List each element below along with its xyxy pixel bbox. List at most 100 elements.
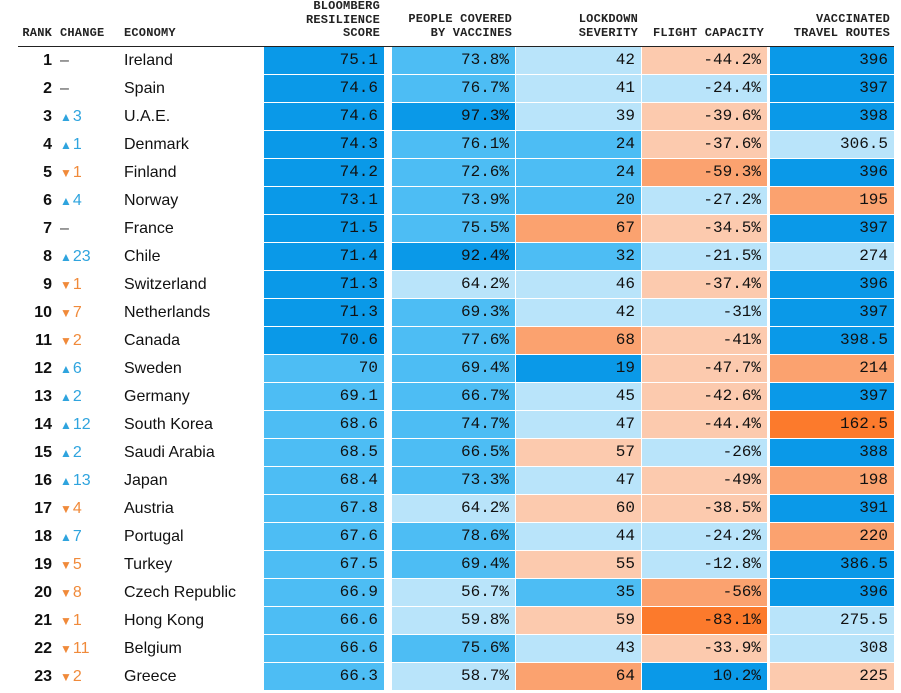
arrow-down-icon: ▼	[60, 166, 72, 180]
flight-cell: -39.6%	[642, 103, 767, 130]
routes-cell: 398	[770, 103, 894, 130]
rank-value: 4	[43, 136, 52, 153]
rank-change-value: 1	[72, 164, 82, 181]
flight-cell: -44.4%	[642, 411, 767, 438]
flight-cell: -49%	[642, 467, 767, 494]
lockdown-cell: 42	[516, 299, 641, 326]
table-row: 5 ▼1 Finland 74.2 72.6% 24 -59.3% 396	[0, 159, 901, 187]
rank-change-value: 2	[72, 668, 82, 685]
rank-change-value: 5	[72, 556, 82, 573]
score-cell: 67.8	[264, 495, 384, 522]
lockdown-cell: 47	[516, 411, 641, 438]
economy-name: France	[124, 220, 174, 237]
score-cell: 73.1	[264, 187, 384, 214]
rank-change-value: 11	[72, 640, 90, 657]
score-cell: 66.6	[264, 607, 384, 634]
routes-cell: 396	[770, 47, 894, 74]
economy-name: Austria	[124, 500, 174, 517]
arrow-down-icon: ▼	[60, 614, 72, 628]
rank-value: 18	[34, 528, 52, 545]
lockdown-cell: 60	[516, 495, 641, 522]
rank-change-value: 1	[72, 136, 82, 153]
routes-cell: 195	[770, 187, 894, 214]
vaccines-cell: 73.8%	[392, 47, 515, 74]
economy-name: Netherlands	[124, 304, 211, 321]
vaccines-cell: 58.7%	[392, 663, 515, 690]
table-row: 18 ▲7 Portugal 67.6 78.6% 44 -24.2% 220	[0, 523, 901, 551]
rank-change: ▲2	[60, 439, 118, 467]
rank-value: 11	[35, 332, 52, 349]
arrow-down-icon: ▼	[60, 334, 72, 348]
rank-change: –	[60, 47, 118, 75]
rank-change-value: 2	[72, 388, 82, 405]
flight-cell: -42.6%	[642, 383, 767, 410]
economy-name: U.A.E.	[124, 108, 171, 125]
vaccines-cell: 73.9%	[392, 187, 515, 214]
flight-cell: -41%	[642, 327, 767, 354]
economy-name: Switzerland	[124, 276, 207, 293]
rank-value: 15	[34, 444, 52, 461]
score-cell: 75.1	[264, 47, 384, 74]
routes-cell: 275.5	[770, 607, 894, 634]
lockdown-cell: 64	[516, 663, 641, 690]
vaccines-cell: 72.6%	[392, 159, 515, 186]
lockdown-cell: 24	[516, 131, 641, 158]
flight-cell: -31%	[642, 299, 767, 326]
vaccines-cell: 56.7%	[392, 579, 515, 606]
rank-value: 5	[43, 164, 52, 181]
rank-value: 17	[34, 500, 52, 517]
rank-change: ▲2	[60, 383, 118, 411]
rank-value: 2	[43, 80, 52, 97]
vaccines-cell: 59.8%	[392, 607, 515, 634]
rank-change: ▼1	[60, 271, 118, 299]
score-cell: 67.5	[264, 551, 384, 578]
flight-cell: -27.2%	[642, 187, 767, 214]
lockdown-cell: 57	[516, 439, 641, 466]
table-row: 7– France 71.5 75.5% 67 -34.5% 397	[0, 215, 901, 243]
rank-change: ▲1	[60, 131, 118, 159]
rank-change-value: 13	[72, 472, 91, 489]
rank-change: ▲7	[60, 523, 118, 551]
economy-name: Ireland	[124, 52, 173, 69]
rank-change-value: 2	[72, 444, 82, 461]
lockdown-cell: 59	[516, 607, 641, 634]
rank-change-value: –	[60, 52, 69, 69]
lockdown-cell: 41	[516, 75, 641, 102]
arrow-down-icon: ▼	[60, 306, 72, 320]
arrow-up-icon: ▲	[60, 390, 72, 404]
economy-name: Finland	[124, 164, 177, 181]
routes-cell: 397	[770, 75, 894, 102]
rank-value: 6	[43, 192, 52, 209]
header-flight: FLIGHT CAPACITY	[652, 26, 764, 40]
rank-value: 8	[43, 248, 52, 265]
table-row: 16 ▲13 Japan 68.4 73.3% 47 -49% 198	[0, 467, 901, 495]
vaccines-cell: 75.6%	[392, 635, 515, 662]
header-vaccines: PEOPLE COVERED BY VACCINES	[408, 12, 512, 40]
arrow-up-icon: ▲	[60, 194, 72, 208]
rank-value: 3	[43, 108, 52, 125]
arrow-down-icon: ▼	[60, 278, 72, 292]
arrow-up-icon: ▲	[60, 138, 72, 152]
vaccines-cell: 76.7%	[392, 75, 515, 102]
score-cell: 74.3	[264, 131, 384, 158]
lockdown-cell: 67	[516, 215, 641, 242]
header-score: BLOOMBERG RESILIENCE SCORE	[305, 0, 380, 40]
rank-change-value: –	[60, 220, 69, 237]
vaccines-cell: 73.3%	[392, 467, 515, 494]
score-cell: 69.1	[264, 383, 384, 410]
rank-change: ▼11	[60, 635, 118, 663]
rank-change-value: 7	[72, 528, 82, 545]
score-cell: 71.4	[264, 243, 384, 270]
score-cell: 68.4	[264, 467, 384, 494]
table-row: 10 ▼7 Netherlands 71.3 69.3% 42 -31% 397	[0, 299, 901, 327]
arrow-down-icon: ▼	[60, 670, 72, 684]
table-row: 4 ▲1 Denmark 74.3 76.1% 24 -37.6% 306.5	[0, 131, 901, 159]
rank-change-value: 1	[72, 612, 82, 629]
arrow-up-icon: ▲	[60, 474, 72, 488]
arrow-up-icon: ▲	[60, 446, 72, 460]
rank-change: ▼1	[60, 607, 118, 635]
flight-cell: -26%	[642, 439, 767, 466]
rank-change-value: –	[60, 80, 69, 97]
header-lockdown: LOCKDOWN SEVERITY	[578, 12, 638, 40]
vaccines-cell: 69.3%	[392, 299, 515, 326]
